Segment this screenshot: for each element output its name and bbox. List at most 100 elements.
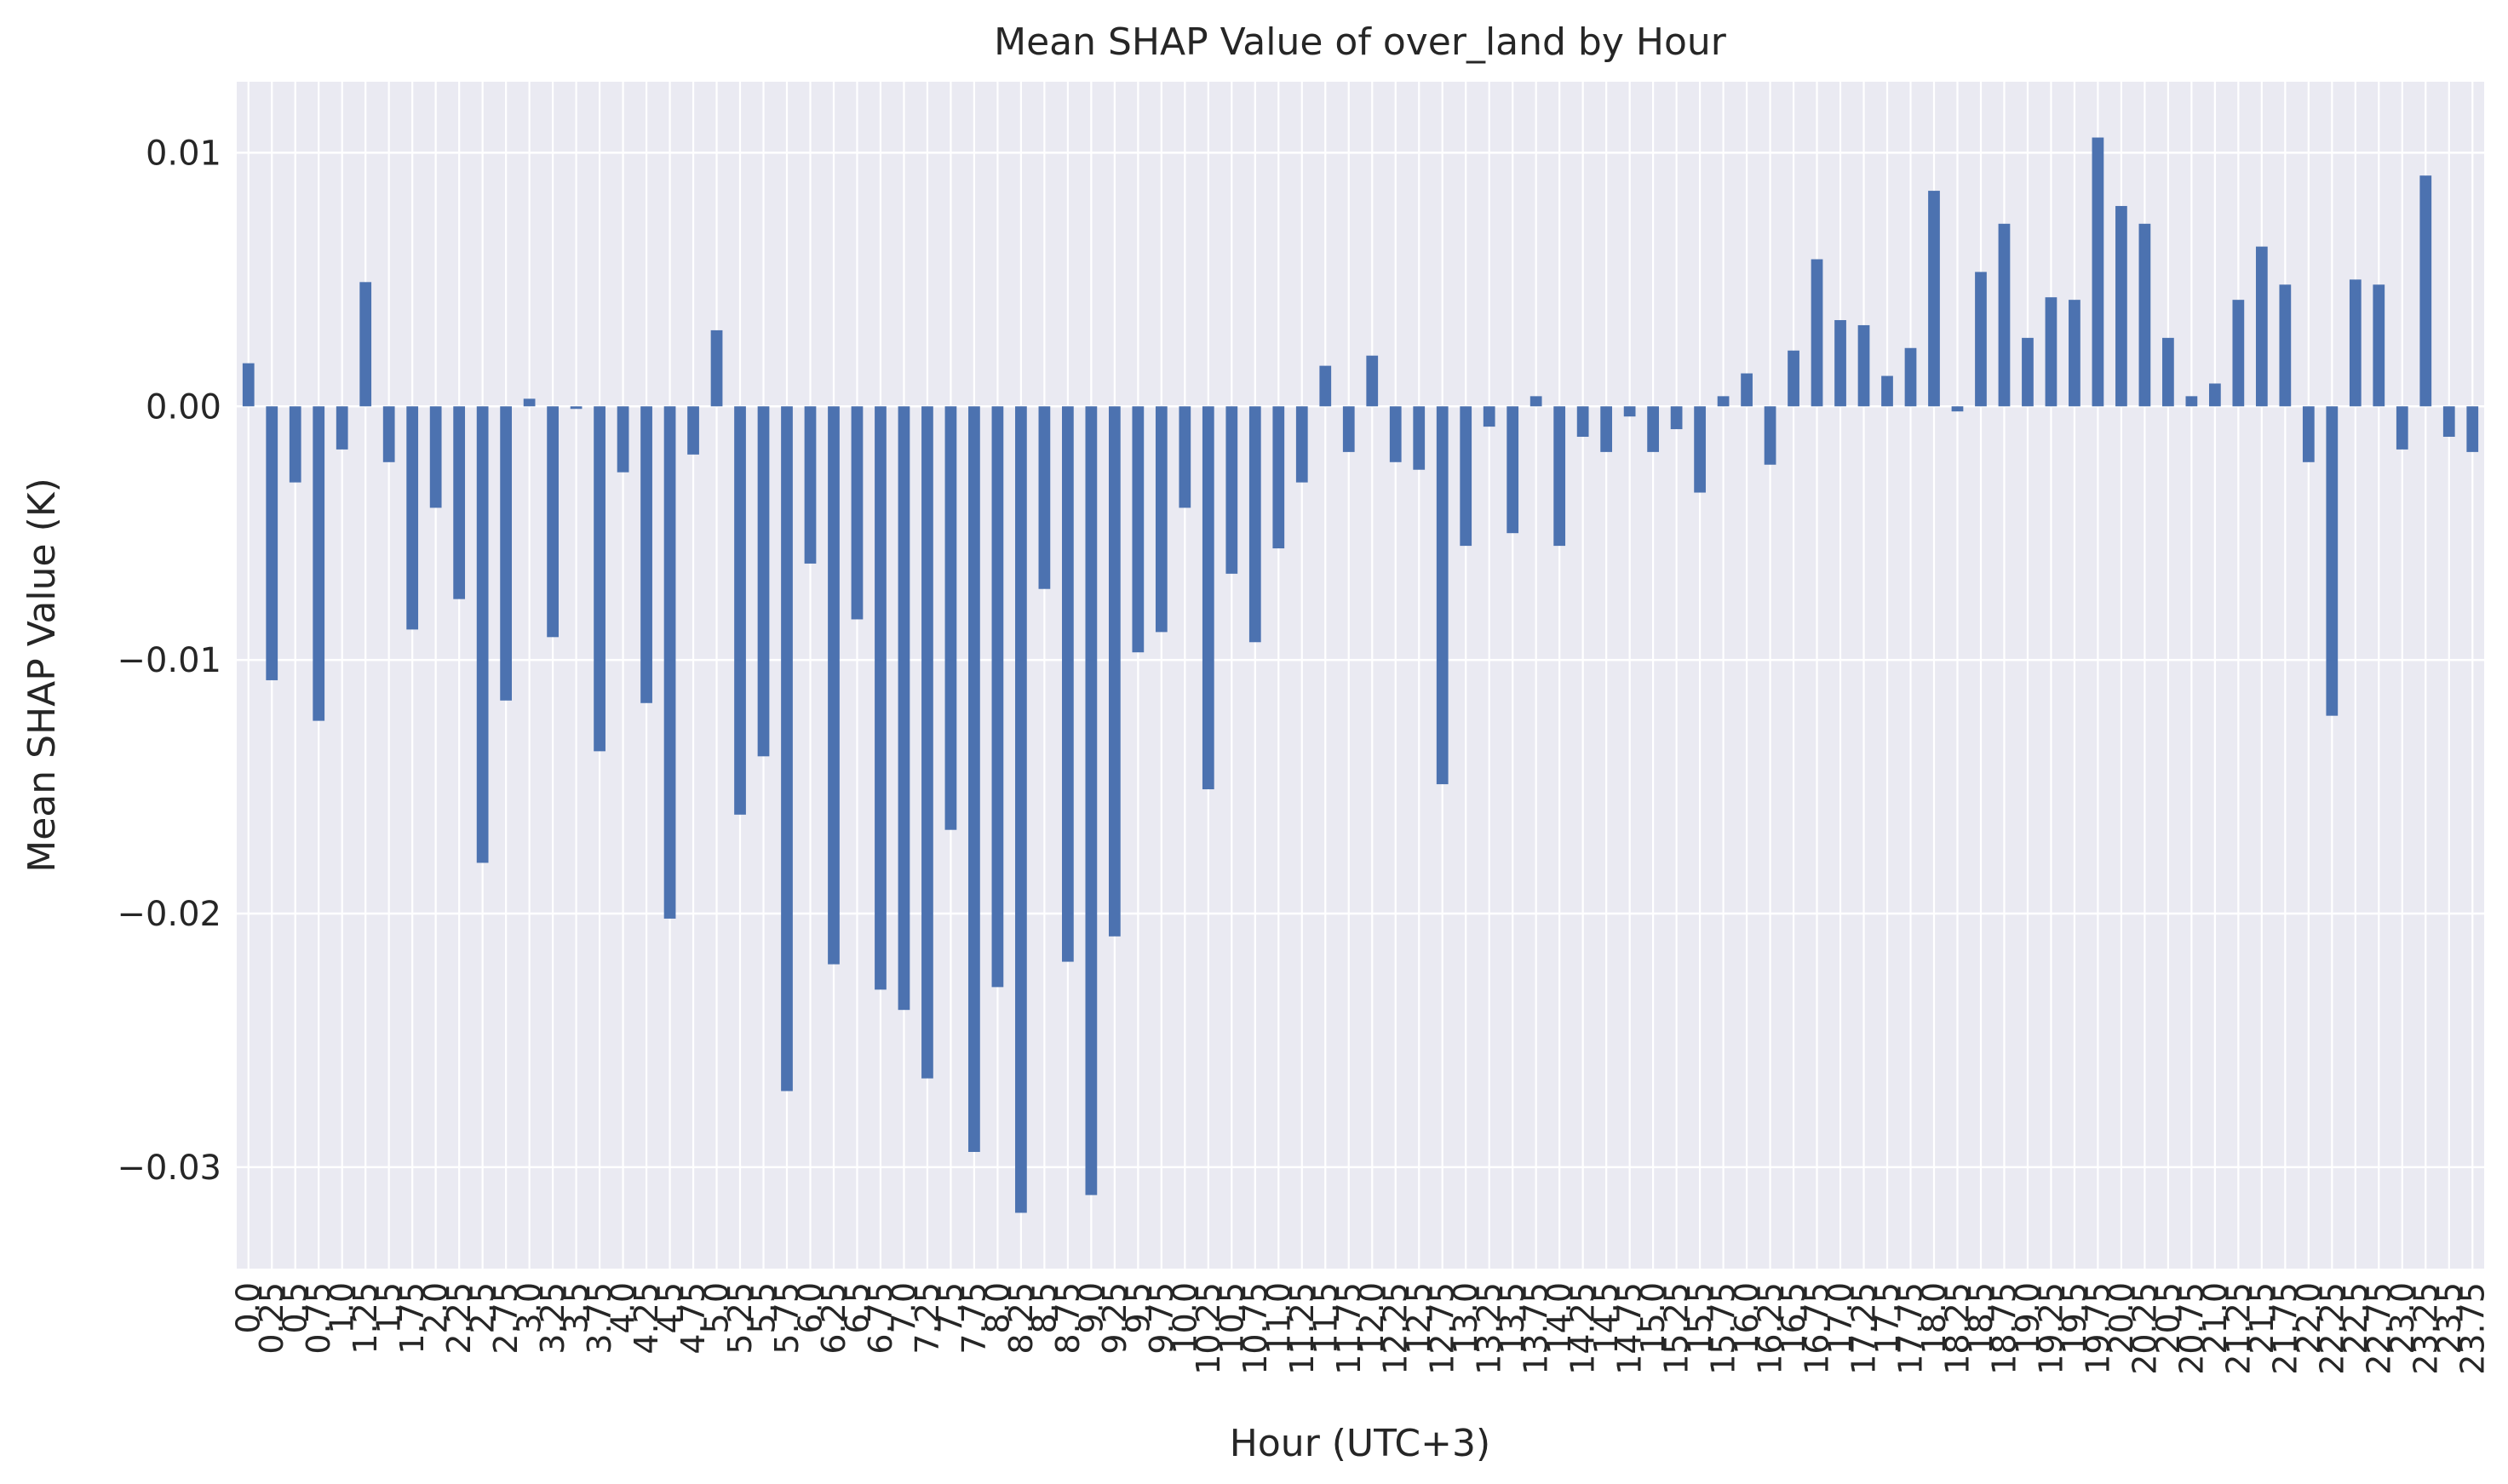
bar [1834,319,1846,407]
bar [1647,406,1659,452]
bar [944,406,957,830]
bar [1295,406,1308,483]
x-tick-label: 20.0 [2103,1282,2140,1355]
bar [1155,406,1168,633]
x-tick-label: 10.25 [1190,1282,1227,1375]
bar [2442,406,2455,438]
x-tick-label: 11.25 [1283,1282,1321,1375]
bar [2022,337,2034,407]
x-tick-label: 10.75 [1237,1282,1274,1375]
bar [1928,191,1940,407]
x-tick-label: 14.75 [1611,1282,1649,1375]
bar [2255,246,2268,407]
x-tick-label: 7.75 [956,1282,993,1355]
y-tick-label: −0.03 [117,1149,221,1188]
x-tick-label: 4.75 [674,1282,712,1355]
x-tick-label: 2.0 [417,1282,455,1333]
bar [968,406,980,1152]
x-tick-label: 8.5 [1025,1282,1063,1333]
x-tick-label: 13.25 [1471,1282,1508,1375]
bar [2326,406,2339,716]
bar [1436,406,1449,785]
bar [710,329,723,407]
bar [1811,259,1823,407]
bar [921,406,933,1079]
x-tick-label: 19.25 [2032,1282,2069,1375]
x-tick-label: 17.5 [1868,1282,1906,1355]
bar [1623,406,1636,417]
bar [382,406,395,462]
x-tick-label: 9.25 [1096,1282,1133,1355]
x-tick-label: 17.25 [1845,1282,1883,1375]
x-tick-label: 23.5 [2431,1282,2468,1355]
bar [406,406,419,630]
bar [804,406,817,564]
bar [1788,350,1799,407]
x-tick-label: 20.75 [2172,1282,2210,1375]
x-tick-label: 12.25 [1377,1282,1415,1375]
x-tick-label: 12.0 [1353,1282,1391,1355]
x-tick-label: 6.75 [862,1282,899,1355]
x-tick-label: 9.5 [1119,1282,1156,1333]
bar [1413,406,1426,470]
y-tick-labels: 0.01 0.00 −0.01 −0.02 −0.03 [117,134,221,1187]
bar [1904,347,1917,407]
bar [2162,337,2174,407]
x-tick-label: 0.75 [300,1282,337,1355]
x-tick-label: 19.5 [2056,1282,2093,1355]
x-tick-label: 11.0 [1260,1282,1297,1355]
x-tick-label: 23.75 [2453,1282,2491,1375]
bar [1600,406,1613,452]
bar [1507,406,1519,534]
bar [1202,406,1214,790]
bar [453,406,466,599]
x-tick-label: 1.5 [370,1282,408,1333]
bar [1389,406,1402,462]
x-tick-label: 17.0 [1822,1282,1859,1355]
bar [242,363,255,407]
x-tick-label: 15.75 [1705,1282,1742,1375]
x-tick-label: 8.25 [1002,1282,1040,1355]
x-tick-label: 4.5 [651,1282,689,1333]
bar [2466,406,2479,452]
x-tick-label: 18.75 [1985,1282,2023,1375]
bar [476,406,489,863]
x-tick-label: 21.75 [2266,1282,2304,1375]
bar [1366,355,1379,407]
x-tick-label: 20.25 [2126,1282,2163,1375]
x-tick-label: 5.5 [745,1282,783,1333]
x-tick-label: 22.25 [2313,1282,2350,1375]
bar [1248,406,1261,643]
bar [2115,205,2127,407]
bar [2419,175,2432,407]
x-tick-label: 5.75 [768,1282,806,1355]
x-tick-label: 1.25 [347,1282,384,1355]
x-tick-label: 22.75 [2360,1282,2397,1375]
y-tick-label: 0.00 [146,387,221,427]
x-tick-label: 14.25 [1564,1282,1602,1375]
bar [500,406,513,701]
x-tick-label: 15.0 [1634,1282,1672,1355]
x-tick-label: 0.0 [230,1282,267,1333]
bar [1741,373,1753,407]
bar [336,406,348,450]
x-tick-label: 8.75 [1049,1282,1087,1355]
x-tick-label: 22.0 [2290,1282,2327,1355]
x-tick-label: 16.0 [1728,1282,1765,1355]
bar [429,406,442,508]
x-tick-label: 19.75 [2079,1282,2116,1375]
bar [1179,406,1191,508]
bar [1764,406,1776,465]
y-tick-label: 0.01 [146,134,221,173]
bar [898,406,910,1011]
x-tick-label: 3.5 [558,1282,595,1333]
x-tick-label: 6.25 [815,1282,852,1355]
bar [2069,300,2080,407]
bar [1342,406,1355,452]
x-tick-label: 7.5 [932,1282,969,1333]
x-tick-label: 16.25 [1752,1282,1789,1375]
x-tick-label: 15.5 [1681,1282,1719,1355]
bar [1975,272,1987,407]
x-tick-label: 2.75 [487,1282,525,1355]
